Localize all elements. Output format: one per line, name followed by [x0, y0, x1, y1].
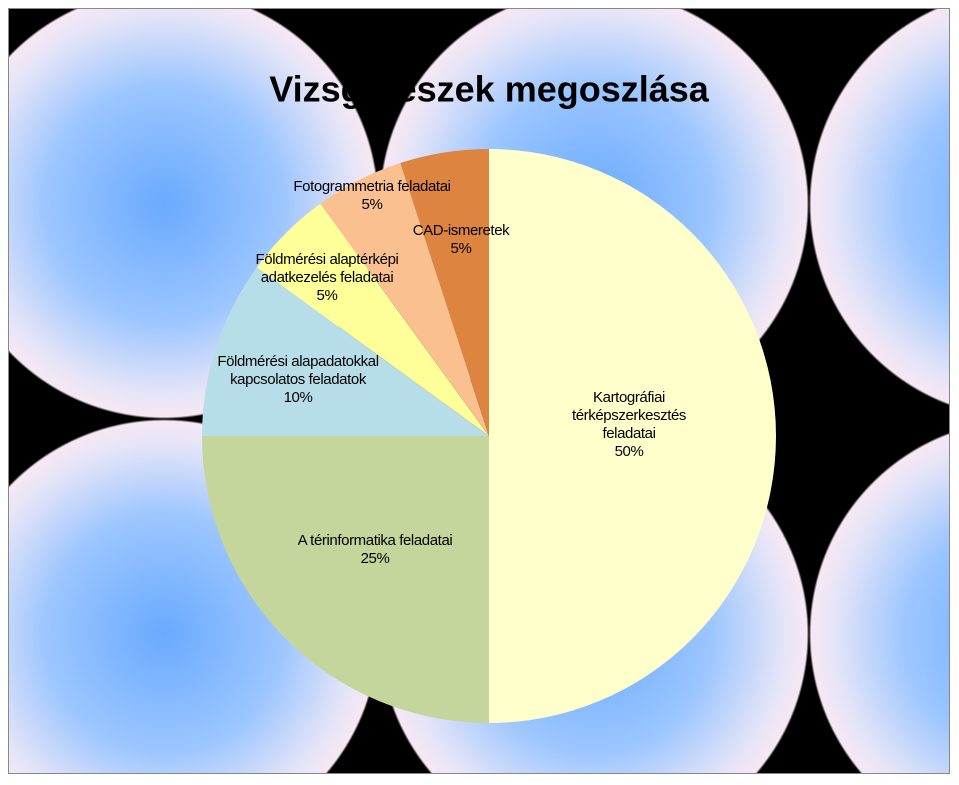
data-label: Földmérési alaptérképi adatkezelés felad…	[242, 251, 412, 305]
pie-slice	[202, 436, 489, 723]
slice-label: Földmérési alaptérképi adatkezelés felad…	[242, 251, 412, 287]
value-label: 10%	[203, 389, 393, 407]
slice-label: A térinformatika feladatai	[265, 532, 485, 550]
value-label: 50%	[559, 443, 699, 461]
value-label: 5%	[272, 196, 472, 214]
slice-label: Kartográfiai térképszerkesztés feladatai	[559, 389, 699, 443]
slice-label: Fotogrammetria feladatai	[272, 178, 472, 196]
data-label: Földmérési alapadatokkal kapcsolatos fel…	[203, 353, 393, 407]
value-label: 5%	[242, 287, 412, 305]
value-label: 5%	[396, 240, 526, 258]
chart-title: Vizsgarészek megoszlása	[269, 69, 710, 110]
value-label: 25%	[265, 550, 485, 568]
slice-label: CAD-ismeretek	[396, 222, 526, 240]
slice-label: Földmérési alapadatokkal kapcsolatos fel…	[203, 353, 393, 389]
data-label: Kartográfiai térképszerkesztés feladatai…	[559, 389, 699, 461]
chart: Vizsgarészek megoszlása	[0, 0, 959, 785]
chart-area: Vizsgarészek megoszlása Kartográfiai tér…	[0, 0, 959, 785]
